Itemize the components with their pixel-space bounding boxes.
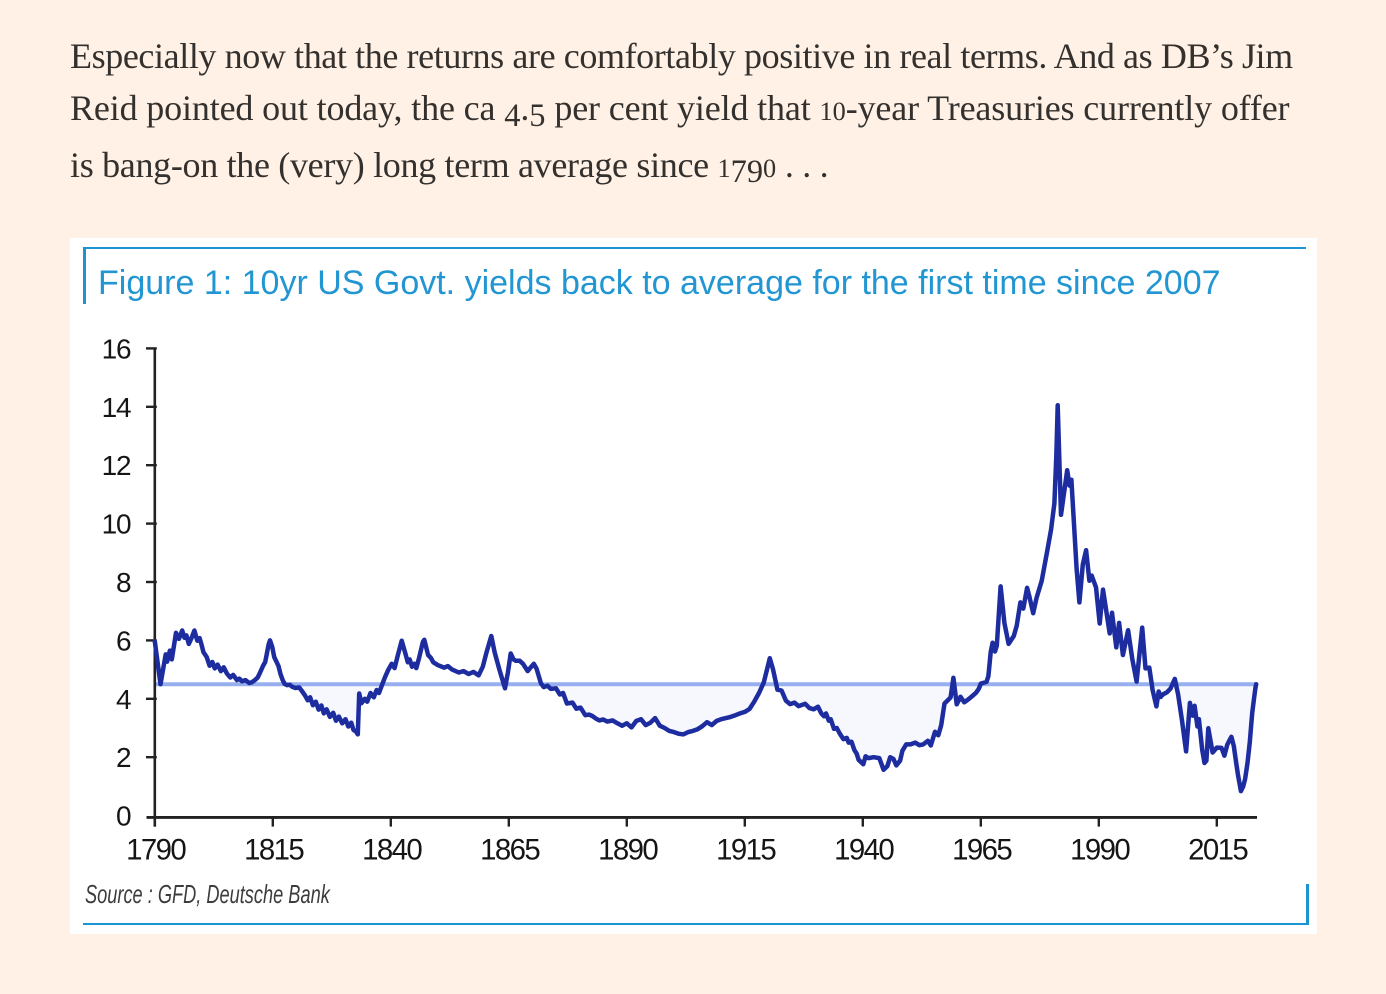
svg-text:2: 2	[116, 742, 131, 773]
svg-text:6: 6	[116, 625, 131, 656]
svg-text:16: 16	[102, 333, 131, 364]
svg-text:1990: 1990	[1070, 833, 1130, 866]
svg-text:12: 12	[102, 450, 131, 481]
svg-text:1865: 1865	[480, 833, 540, 866]
svg-text:8: 8	[116, 567, 131, 598]
svg-text:10: 10	[102, 509, 131, 540]
svg-text:14: 14	[102, 392, 131, 423]
svg-text:1790: 1790	[126, 833, 186, 866]
svg-text:1840: 1840	[362, 833, 422, 866]
svg-text:4: 4	[116, 684, 131, 715]
svg-text:1965: 1965	[952, 833, 1012, 866]
svg-text:1815: 1815	[244, 833, 304, 866]
svg-text:1940: 1940	[834, 833, 894, 866]
svg-text:1890: 1890	[598, 833, 658, 866]
svg-text:2015: 2015	[1188, 833, 1248, 866]
svg-text:1915: 1915	[716, 833, 776, 866]
svg-text:0: 0	[116, 801, 131, 832]
